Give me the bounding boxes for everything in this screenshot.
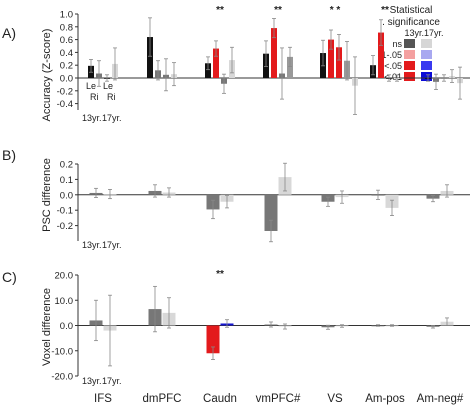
legend-swatch-13	[404, 50, 415, 59]
legend-age-header: 13yr.17yr.	[404, 28, 443, 38]
y-tick-label: -0.2	[57, 221, 73, 232]
bar	[336, 47, 342, 78]
y-tick-label: -0.2	[57, 86, 73, 97]
bar	[147, 37, 153, 78]
age-note-13-c: 13yr.	[82, 376, 102, 386]
region-label: Caudn	[203, 393, 237, 405]
bar	[213, 48, 219, 78]
significance-marker: * *	[330, 5, 341, 16]
bar	[287, 56, 293, 78]
significance-marker: **	[274, 5, 282, 16]
panel-label-a: A)	[2, 25, 16, 41]
lr-note-le-1: Le	[86, 81, 96, 91]
chart-panels: 1.00.80.60.40.20.0-0.2-0.4** ** * * **0.20.…	[51, 5, 470, 383]
ylabel-a: Accuracy (Z-score)	[41, 29, 53, 122]
significance-marker: **	[216, 5, 224, 16]
y-tick-label: -10.0	[51, 346, 73, 357]
significance-marker: **	[381, 5, 389, 16]
bar	[328, 39, 334, 78]
legend-swatch-17	[421, 72, 432, 81]
lr-note-le-2: Le	[103, 81, 113, 91]
legend-swatch-13	[404, 61, 415, 70]
panel-label-b: B)	[2, 147, 16, 163]
y-tick-label: 20.0	[55, 271, 74, 282]
bar	[271, 28, 277, 78]
panel-b: 0.2 0.1 0.0 -0.1 -0.2	[57, 160, 470, 243]
y-tick-label: 0.0	[60, 321, 73, 332]
region-labels: IFS dmPFC Caudn vmPFC# VS Am-pos Am-neg#	[94, 393, 464, 405]
age-note-17-a: 17yr.	[102, 113, 122, 123]
legend-rows: ns.1-.05<.05<.01	[379, 39, 432, 82]
region-label: dmPFC	[143, 393, 182, 405]
age-note-13-a: 13yr.	[82, 113, 102, 123]
legend-swatch-17	[421, 50, 432, 59]
legend-label: <.01	[384, 72, 402, 82]
y-tick-label: 0.8	[60, 22, 73, 33]
legend-swatch-17	[421, 39, 432, 48]
bar	[264, 194, 278, 231]
y-tick-label: -0.4	[57, 99, 73, 110]
panel-a: 1.00.8 0.6 0.4 0.2 0.0-0.2 -0.4 ** ** * * **	[57, 5, 470, 115]
legend-label: <.05	[384, 61, 402, 71]
y-tick-label: 0.2	[60, 61, 73, 72]
y-tick-label: 0.0	[60, 74, 73, 85]
y-tick-label: 0.2	[60, 160, 73, 171]
significance-marker: **	[216, 269, 224, 280]
legend-title-1: Statistical	[390, 5, 433, 16]
y-tick-label: 0.1	[60, 175, 73, 186]
bar	[378, 32, 384, 78]
y-tick-label: 1.0	[60, 10, 73, 21]
bar	[205, 63, 211, 78]
ylabel-c: Voxel difference	[41, 288, 53, 366]
lr-note-ri-2: Ri	[107, 92, 116, 102]
legend-swatch-13	[404, 72, 415, 81]
y-tick-label: 0.0	[60, 190, 73, 201]
legend-swatch-13	[404, 39, 415, 48]
age-note-17-b: 17yr.	[102, 240, 122, 250]
region-label: Am-pos	[365, 393, 405, 405]
bar	[206, 325, 220, 354]
panel-c: 20.0 10.0 0.0 -10.0 -20.0 **	[51, 269, 470, 383]
legend-title-2: . significance	[382, 17, 440, 28]
ylabel-b: PSC difference	[41, 158, 53, 232]
y-tick-label: 0.4	[60, 48, 73, 59]
region-label: vmPFC#	[256, 393, 301, 405]
age-note-17-c: 17yr.	[102, 376, 122, 386]
y-tick-label: -0.1	[57, 206, 73, 217]
legend-label: .1-.05	[379, 50, 402, 60]
region-label: VS	[327, 393, 343, 405]
age-note-13-b: 13yr.	[82, 240, 102, 250]
region-label: Am-neg#	[417, 393, 464, 405]
legend-swatch-17	[421, 61, 432, 70]
panel-label-c: C)	[2, 269, 17, 285]
y-tick-label: -20.0	[51, 372, 73, 383]
y-tick-label: 10.0	[55, 296, 74, 307]
region-label: IFS	[94, 393, 112, 405]
legend-label: ns	[392, 39, 402, 49]
y-tick-label: 0.6	[60, 35, 73, 46]
lr-note-ri-1: Ri	[90, 92, 99, 102]
